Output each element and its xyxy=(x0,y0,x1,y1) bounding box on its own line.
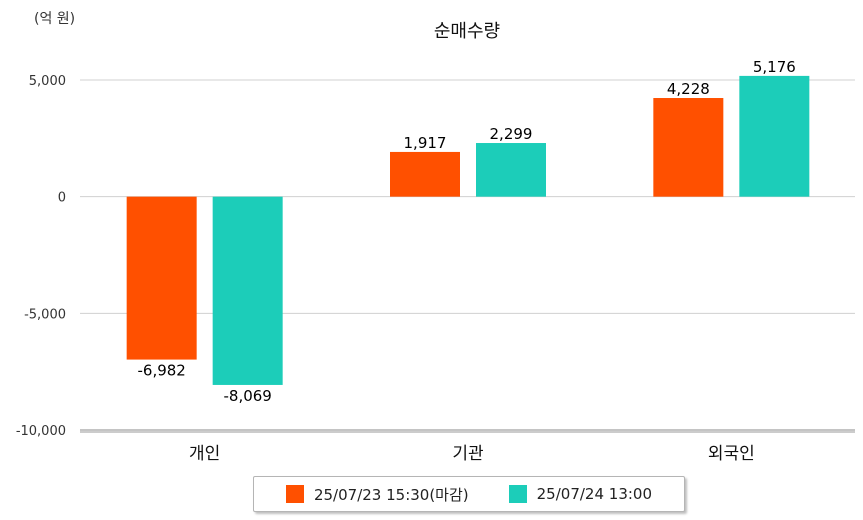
data-label: 4,228 xyxy=(667,80,710,98)
x-axis-categories: 개인 기관 외국인 xyxy=(189,444,755,464)
legend-item-series-1[interactable]: 25/07/23 15:30(마감) xyxy=(285,484,469,505)
data-label: 2,299 xyxy=(490,125,533,143)
legend-item-series-2[interactable]: 25/07/24 13:00 xyxy=(508,485,653,503)
legend-swatch-series-2 xyxy=(508,485,527,503)
y-tick-label: 5,000 xyxy=(29,74,66,89)
data-labels: -6,982 -8,069 1,917 2,299 4,228 5,176 xyxy=(137,58,795,405)
bar[interactable] xyxy=(653,98,724,197)
data-label: -6,982 xyxy=(137,362,185,380)
bar[interactable] xyxy=(390,151,460,197)
y-tick-label: 0 xyxy=(58,191,66,206)
bar[interactable] xyxy=(212,196,283,385)
x-category-label: 개인 xyxy=(189,444,220,464)
bar[interactable] xyxy=(476,143,546,197)
chart-title: 순매수량 xyxy=(434,21,500,42)
data-label: 1,917 xyxy=(404,134,447,152)
x-category-label: 기관 xyxy=(452,444,483,464)
bar[interactable] xyxy=(126,196,197,360)
x-category-label: 외국인 xyxy=(708,444,755,464)
y-tick-label: -5,000 xyxy=(24,307,66,322)
bars xyxy=(126,75,810,385)
legend: 25/07/23 15:30(마감) 25/07/24 13:00 xyxy=(253,476,685,512)
bar[interactable] xyxy=(739,75,810,197)
unit-label: (억 원) xyxy=(34,11,75,27)
y-axis-ticks: 5,000 0 -5,000 -10,000 xyxy=(16,74,66,439)
gridlines xyxy=(80,79,855,314)
data-label: 5,176 xyxy=(753,58,796,76)
y-tick-label: -10,000 xyxy=(16,424,66,439)
legend-label-series-2: 25/07/24 13:00 xyxy=(536,485,653,503)
legend-swatch-series-1 xyxy=(285,485,304,503)
data-label: -8,069 xyxy=(223,387,271,405)
legend-label-series-1: 25/07/23 15:30(마감) xyxy=(313,485,469,504)
